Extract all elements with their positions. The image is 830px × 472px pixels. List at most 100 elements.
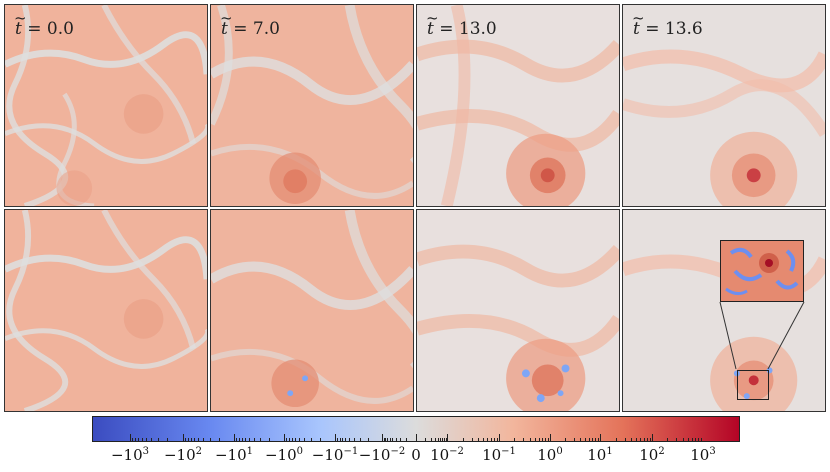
colorbar-minor-tick [242, 438, 243, 442]
colorbar-minor-tick [695, 438, 696, 442]
colorbar-minor-tick [320, 438, 321, 442]
colorbar-minor-tick [545, 438, 546, 442]
colorbar-minor-tick [698, 438, 699, 442]
colorbar-minor-tick [435, 438, 436, 442]
time-label: t = 0.0 [15, 19, 74, 39]
colorbar-minor-tick [249, 438, 250, 442]
colorbar-tick-label: −100 [264, 446, 304, 464]
time-label: t = 13.0 [427, 19, 497, 39]
colorbar-minor-tick [387, 438, 388, 442]
panel-row1-col3: t = 13.0 [416, 4, 620, 207]
colorbar-minor-tick [210, 438, 211, 442]
colorbar-minor-tick [245, 438, 246, 442]
colorbar-minor-tick [382, 434, 383, 442]
colorbar-minor-tick [188, 438, 189, 442]
colorbar-tick-label: 10−1 [482, 446, 516, 464]
colorbar-minor-tick [185, 438, 186, 442]
zoom-inset [720, 240, 804, 302]
colorbar-minor-tick [595, 438, 596, 442]
colorbar-minor-tick [384, 438, 385, 442]
colorbar-tick-label: 101 [587, 446, 613, 464]
colorbar-minor-tick [644, 438, 645, 442]
colorbar-minor-tick [550, 434, 551, 442]
colorbar-minor-tick [585, 438, 586, 442]
panel-grid: t = 0.0 t = 7.0 t = 13.0 [4, 4, 826, 414]
colorbar-minor-tick [349, 438, 350, 442]
colorbar-minor-tick [494, 438, 495, 442]
colorbar-minor-tick [260, 438, 261, 442]
colorbar-minor-tick [354, 438, 355, 442]
colorbar-minor-tick [616, 438, 617, 442]
colorbar-ticks [92, 434, 740, 442]
colorbar-minor-tick [580, 438, 581, 442]
colorbar-minor-tick [535, 438, 536, 442]
colorbar-tick-label: −10−1 [311, 446, 359, 464]
colorbar-tick-label: −101 [214, 446, 254, 464]
colorbar-minor-tick [542, 438, 543, 442]
field-heatmap [5, 210, 207, 411]
colorbar-minor-tick [400, 438, 401, 442]
colorbar-minor-tick [592, 438, 593, 442]
colorbar-minor-tick [640, 438, 641, 442]
colorbar-minor-tick [146, 438, 147, 442]
colorbar-tick-label: −10−2 [358, 446, 406, 464]
colorbar-minor-tick [295, 438, 296, 442]
colorbar-minor-tick [514, 438, 515, 442]
colorbar-minor-tick [385, 438, 386, 442]
field-heatmap [211, 5, 413, 206]
colorbar-tick-label: 103 [690, 446, 716, 464]
colorbar-minor-tick [652, 434, 653, 442]
colorbar-minor-tick [647, 438, 648, 442]
panel-row1-col4: t = 13.6 [622, 4, 826, 207]
zoom-region-box [737, 370, 769, 400]
colorbar-minor-tick [589, 438, 590, 442]
colorbar-minor-tick [446, 438, 447, 442]
panel-row1-col1: t = 0.0 [4, 4, 208, 207]
colorbar-minor-tick [548, 438, 549, 442]
colorbar-minor-tick [342, 438, 343, 442]
panel-row2-col3 [416, 209, 620, 412]
colorbar-minor-tick [667, 438, 668, 442]
colorbar-minor-tick [191, 438, 192, 442]
colorbar-minor-tick [234, 434, 235, 442]
field-heatmap [417, 5, 619, 206]
colorbar-minor-tick [523, 438, 524, 442]
colorbar-minor-tick [360, 438, 361, 442]
colorbar-minor-tick [701, 438, 702, 442]
colorbar-minor-tick [286, 438, 287, 442]
panel-row1-col2: t = 7.0 [210, 4, 414, 207]
colorbar-minor-tick [396, 438, 397, 442]
colorbar-minor-tick [472, 438, 473, 442]
time-label: t = 13.6 [633, 19, 703, 39]
colorbar-minor-tick [340, 438, 341, 442]
colorbar-minor-tick [431, 438, 432, 442]
field-heatmap [623, 5, 825, 206]
colorbar-minor-tick [392, 438, 393, 442]
colorbar-minor-tick [183, 434, 184, 442]
colorbar-minor-tick [219, 438, 220, 442]
colorbar-minor-tick [487, 438, 488, 442]
colorbar-minor-tick [650, 438, 651, 442]
zoom-inset-field [721, 241, 803, 301]
colorbar-minor-tick [625, 438, 626, 442]
colorbar-minor-tick [440, 438, 441, 442]
time-label: t = 7.0 [221, 19, 280, 39]
colorbar-minor-tick [631, 438, 632, 442]
colorbar-minor-tick [483, 438, 484, 442]
colorbar-tick-label: 102 [639, 446, 665, 464]
colorbar-minor-tick [600, 434, 601, 442]
colorbar-minor-tick [491, 438, 492, 442]
colorbar-minor-tick [390, 438, 391, 442]
colorbar-minor-tick [337, 438, 338, 442]
colorbar-minor-tick [425, 438, 426, 442]
colorbar-minor-tick [692, 438, 693, 442]
colorbar-minor-tick [447, 434, 448, 442]
panel-row2-col1 [4, 209, 208, 412]
colorbar-minor-tick [442, 438, 443, 442]
colorbar-minor-tick [269, 438, 270, 442]
colorbar-minor-tick [438, 438, 439, 442]
colorbar-minor-tick [463, 438, 464, 442]
colorbar-minor-tick [236, 438, 237, 442]
colorbar-tick-label: 10−2 [430, 446, 464, 464]
colorbar-minor-tick [142, 438, 143, 442]
